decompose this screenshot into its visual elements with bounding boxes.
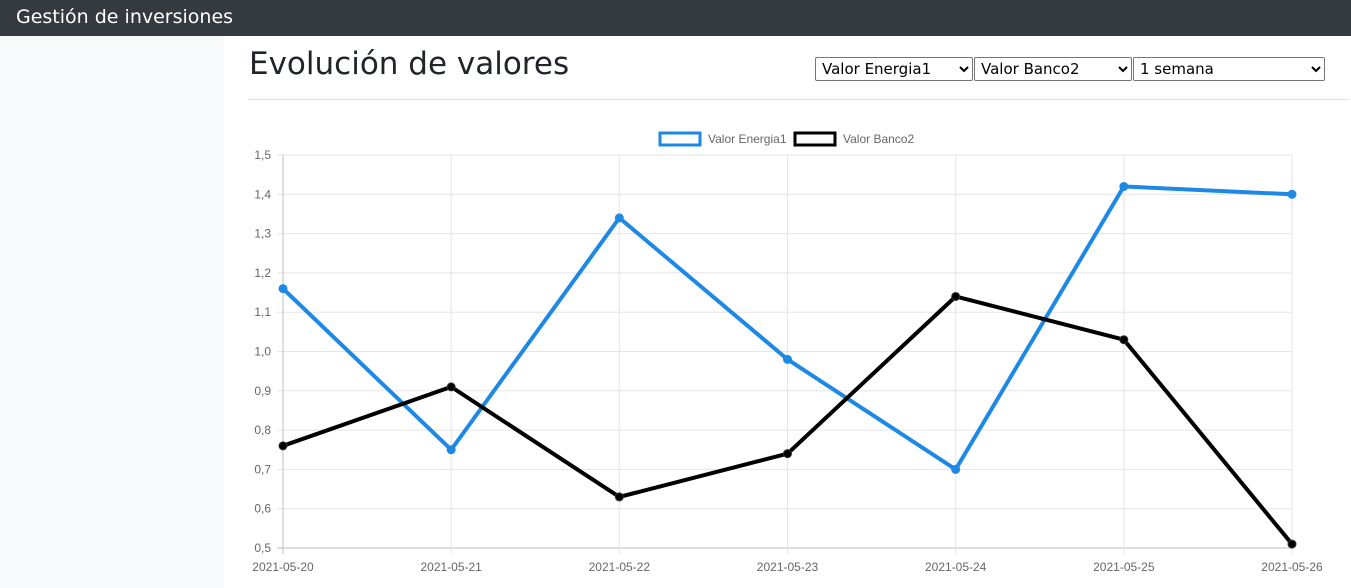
y-tick-label: 1,0	[254, 345, 271, 359]
x-tick-label: 2021-05-21	[420, 560, 482, 574]
page-title: Evolución de valores	[249, 46, 570, 82]
data-point	[951, 291, 961, 301]
period-select[interactable]: 1 semana	[1133, 57, 1325, 81]
y-tick-label: 0,7	[254, 462, 271, 476]
y-tick-label: 1,3	[254, 227, 271, 241]
sidebar	[0, 36, 224, 588]
data-point	[1119, 181, 1129, 191]
y-tick-label: 1,5	[254, 148, 271, 162]
x-tick-label: 2021-05-24	[925, 560, 987, 574]
y-tick-label: 0,9	[254, 384, 271, 398]
data-point	[1119, 335, 1129, 345]
asset1-select[interactable]: Valor Energia1	[815, 57, 973, 81]
app-title[interactable]: Gestión de inversiones	[16, 6, 234, 28]
data-point	[1287, 539, 1297, 549]
x-tick-label: 2021-05-26	[1261, 560, 1323, 574]
legend-label: Valor Banco2	[843, 132, 914, 146]
x-tick-label: 2021-05-20	[252, 560, 314, 574]
data-point	[446, 445, 456, 455]
legend-swatch	[658, 131, 702, 147]
y-tick-label: 1,2	[254, 266, 271, 280]
y-tick-label: 1,4	[254, 187, 271, 201]
y-tick-label: 0,8	[254, 423, 271, 437]
line-chart: 0,5 0,6 0,7 0,8 0,9 1,0 1,1 1,2 1,3 1,4 1,5 2021-05…	[252, 131, 1323, 574]
y-tick-label: 0,6	[254, 502, 271, 516]
data-point	[951, 464, 961, 474]
main-content: Evolución de valores Valor Energia1 Valo…	[224, 36, 1351, 588]
x-tick-label: 2021-05-23	[757, 560, 819, 574]
x-tick-label: 2021-05-25	[1093, 560, 1155, 574]
asset2-select[interactable]: Valor Banco2	[974, 57, 1132, 81]
y-tick-label: 1,1	[254, 305, 271, 319]
data-point	[614, 213, 624, 223]
data-point	[278, 284, 288, 294]
data-point	[614, 492, 624, 502]
data-point	[783, 354, 792, 364]
data-point	[783, 449, 792, 459]
legend-swatch	[793, 131, 837, 147]
data-point	[278, 441, 288, 451]
data-point	[446, 382, 456, 392]
legend-label: Valor Energia1	[708, 132, 787, 146]
top-navbar: Gestión de inversiones	[0, 0, 1351, 36]
x-tick-label: 2021-05-22	[589, 560, 651, 574]
y-tick-label: 0,5	[254, 541, 271, 555]
header-divider	[248, 99, 1350, 100]
data-point	[1287, 189, 1297, 199]
